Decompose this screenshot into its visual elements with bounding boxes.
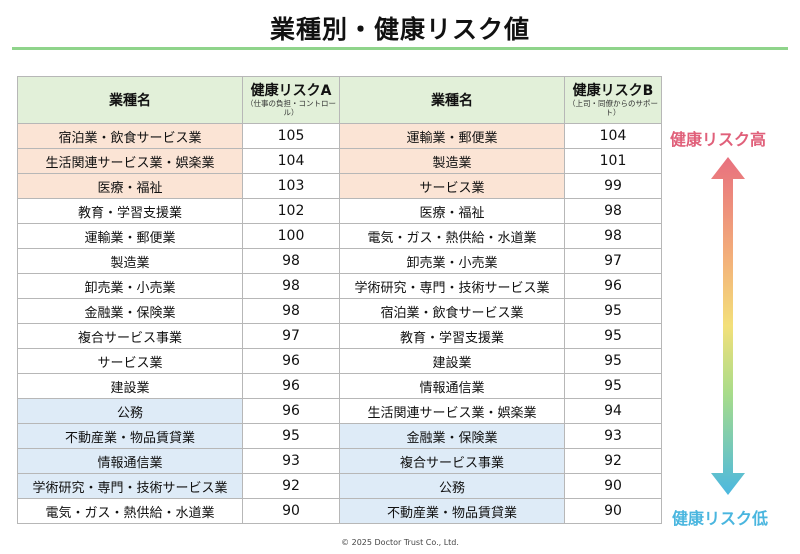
risk-b-value-cell: 101 [564,148,662,174]
page-title: 業種別・健康リスク値 [269,15,530,44]
risk-b-value-cell: 90 [564,498,662,524]
title-divider [12,47,788,50]
risk-a-value-cell: 96 [242,373,340,399]
risk-table: 業種名 健康リスクA （仕事の負担・コントロール） 業種名 健康リスクB （上司… [17,76,662,524]
table-row: 情報通信業 93 複合サービス事業 92 [17,448,662,474]
header-risk-b-subtitle: （上司・同僚からのサポート） [568,99,658,117]
industry-b-cell: 情報通信業 [339,373,565,399]
industry-b-cell: サービス業 [339,173,565,199]
table-header-row: 業種名 健康リスクA （仕事の負担・コントロール） 業種名 健康リスクB （上司… [17,76,662,124]
risk-b-value-cell: 95 [564,298,662,324]
industry-a-cell: 医療・福祉 [17,173,243,199]
industry-b-cell: 電気・ガス・熱供給・水道業 [339,223,565,249]
risk-a-value-cell: 90 [242,498,340,524]
industry-a-cell: 宿泊業・飲食サービス業 [17,123,243,149]
risk-a-value-cell: 104 [242,148,340,174]
industry-b-cell: 運輸業・郵便業 [339,123,565,149]
table-body: 宿泊業・飲食サービス業 105 運輸業・郵便業 104 生活関連サービス業・娯楽業 104… [17,123,662,524]
table-row: 電気・ガス・熱供給・水道業 90 不動産業・物品賃貸業 90 [17,498,662,524]
risk-a-value-cell: 92 [242,473,340,499]
table-row: 建設業 96 情報通信業 95 [17,373,662,399]
header-risk-a-title: 健康リスクA [250,83,332,99]
risk-a-value-cell: 100 [242,223,340,249]
table-row: 教育・学習支援業 102 医療・福祉 98 [17,198,662,224]
table-row: 運輸業・郵便業 100 電気・ガス・熱供給・水道業 98 [17,223,662,249]
industry-b-cell: 生活関連サービス業・娯楽業 [339,398,565,424]
industry-a-cell: 卸売業・小売業 [17,273,243,299]
risk-a-value-cell: 98 [242,298,340,324]
table-row: 卸売業・小売業 98 学術研究・専門・技術サービス業 96 [17,273,662,299]
industry-b-cell: 宿泊業・飲食サービス業 [339,298,565,324]
risk-b-value-cell: 95 [564,348,662,374]
table-row: サービス業 96 建設業 95 [17,348,662,374]
risk-b-value-cell: 98 [564,223,662,249]
table-row: 製造業 98 卸売業・小売業 97 [17,248,662,274]
risk-b-value-cell: 95 [564,373,662,399]
table-row: 学術研究・専門・技術サービス業 92 公務 90 [17,473,662,499]
industry-b-cell: 建設業 [339,348,565,374]
risk-a-value-cell: 103 [242,173,340,199]
industry-a-cell: 製造業 [17,248,243,274]
risk-b-value-cell: 94 [564,398,662,424]
header-risk-b: 健康リスクB （上司・同僚からのサポート） [564,76,662,124]
risk-a-value-cell: 98 [242,248,340,274]
table-row: 不動産業・物品賃貸業 95 金融業・保険業 93 [17,423,662,449]
header-risk-a-subtitle: （仕事の負担・コントロール） [246,99,336,117]
risk-a-value-cell: 93 [242,448,340,474]
industry-a-cell: 運輸業・郵便業 [17,223,243,249]
industry-b-cell: 医療・福祉 [339,198,565,224]
risk-b-value-cell: 98 [564,198,662,224]
legend-high-label: 健康リスク高 [670,130,767,149]
risk-a-value-cell: 97 [242,323,340,349]
industry-a-cell: サービス業 [17,348,243,374]
copyright-text: © 2025 Doctor Trust Co., Ltd. [341,538,459,547]
industry-b-cell: 教育・学習支援業 [339,323,565,349]
table-row: 医療・福祉 103 サービス業 99 [17,173,662,199]
risk-a-value-cell: 96 [242,348,340,374]
risk-b-value-cell: 90 [564,473,662,499]
risk-b-value-cell: 93 [564,423,662,449]
industry-a-cell: 情報通信業 [17,448,243,474]
risk-a-value-cell: 96 [242,398,340,424]
risk-gradient-arrow-icon [711,157,745,495]
table-row: 生活関連サービス業・娯楽業 104 製造業 101 [17,148,662,174]
risk-b-value-cell: 97 [564,248,662,274]
header-risk-a: 健康リスクA （仕事の負担・コントロール） [242,76,340,124]
header-industry-a: 業種名 [17,76,243,124]
table-row: 複合サービス事業 97 教育・学習支援業 95 [17,323,662,349]
risk-a-value-cell: 102 [242,198,340,224]
risk-a-value-cell: 95 [242,423,340,449]
industry-a-cell: 不動産業・物品賃貸業 [17,423,243,449]
industry-b-cell: 学術研究・専門・技術サービス業 [339,273,565,299]
industry-a-cell: 生活関連サービス業・娯楽業 [17,148,243,174]
risk-b-value-cell: 99 [564,173,662,199]
industry-a-cell: 教育・学習支援業 [17,198,243,224]
industry-a-cell: 金融業・保険業 [17,298,243,324]
industry-b-cell: 公務 [339,473,565,499]
risk-b-value-cell: 95 [564,323,662,349]
table-row: 公務 96 生活関連サービス業・娯楽業 94 [17,398,662,424]
industry-a-cell: 電気・ガス・熱供給・水道業 [17,498,243,524]
industry-b-cell: 不動産業・物品賃貸業 [339,498,565,524]
legend-low-label: 健康リスク低 [672,509,769,528]
risk-a-value-cell: 98 [242,273,340,299]
header-industry-b: 業種名 [339,76,565,124]
table-row: 宿泊業・飲食サービス業 105 運輸業・郵便業 104 [17,123,662,149]
industry-a-cell: 学術研究・専門・技術サービス業 [17,473,243,499]
industry-b-cell: 金融業・保険業 [339,423,565,449]
risk-b-value-cell: 104 [564,123,662,149]
industry-a-cell: 公務 [17,398,243,424]
industry-b-cell: 製造業 [339,148,565,174]
risk-b-value-cell: 96 [564,273,662,299]
table-row: 金融業・保険業 98 宿泊業・飲食サービス業 95 [17,298,662,324]
risk-a-value-cell: 105 [242,123,340,149]
industry-a-cell: 建設業 [17,373,243,399]
industry-a-cell: 複合サービス事業 [17,323,243,349]
risk-b-value-cell: 92 [564,448,662,474]
industry-b-cell: 複合サービス事業 [339,448,565,474]
industry-b-cell: 卸売業・小売業 [339,248,565,274]
header-risk-b-title: 健康リスクB [572,83,654,99]
